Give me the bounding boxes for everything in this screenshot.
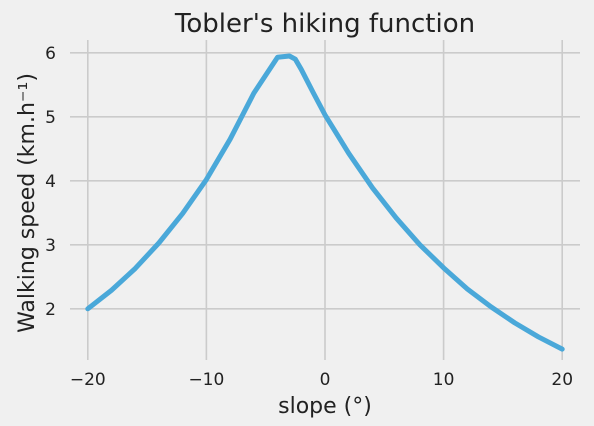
series-line-walking-speed [85, 53, 565, 352]
y-tick-label: 5 [45, 108, 56, 128]
x-axis-label: slope (°) [278, 394, 372, 419]
y-tick-label: 4 [45, 172, 56, 192]
y-tick-label: 3 [45, 236, 56, 256]
x-tick-label: −10 [188, 370, 224, 390]
x-tick-label: 10 [433, 370, 455, 390]
x-tick-label: 0 [320, 370, 331, 390]
y-tick-label: 2 [45, 300, 56, 320]
grid [70, 40, 580, 360]
y-tick-labels: 2 3 4 5 6 [45, 44, 56, 320]
x-tick-label: −20 [70, 370, 106, 390]
x-tick-labels: −20 −10 0 10 20 [70, 370, 573, 390]
chart-title: Tobler's hiking function [174, 9, 475, 39]
y-axis-label: Walking speed (km.h⁻¹) [15, 73, 40, 333]
x-tick-label: 20 [551, 370, 573, 390]
y-tick-label: 6 [45, 44, 56, 64]
